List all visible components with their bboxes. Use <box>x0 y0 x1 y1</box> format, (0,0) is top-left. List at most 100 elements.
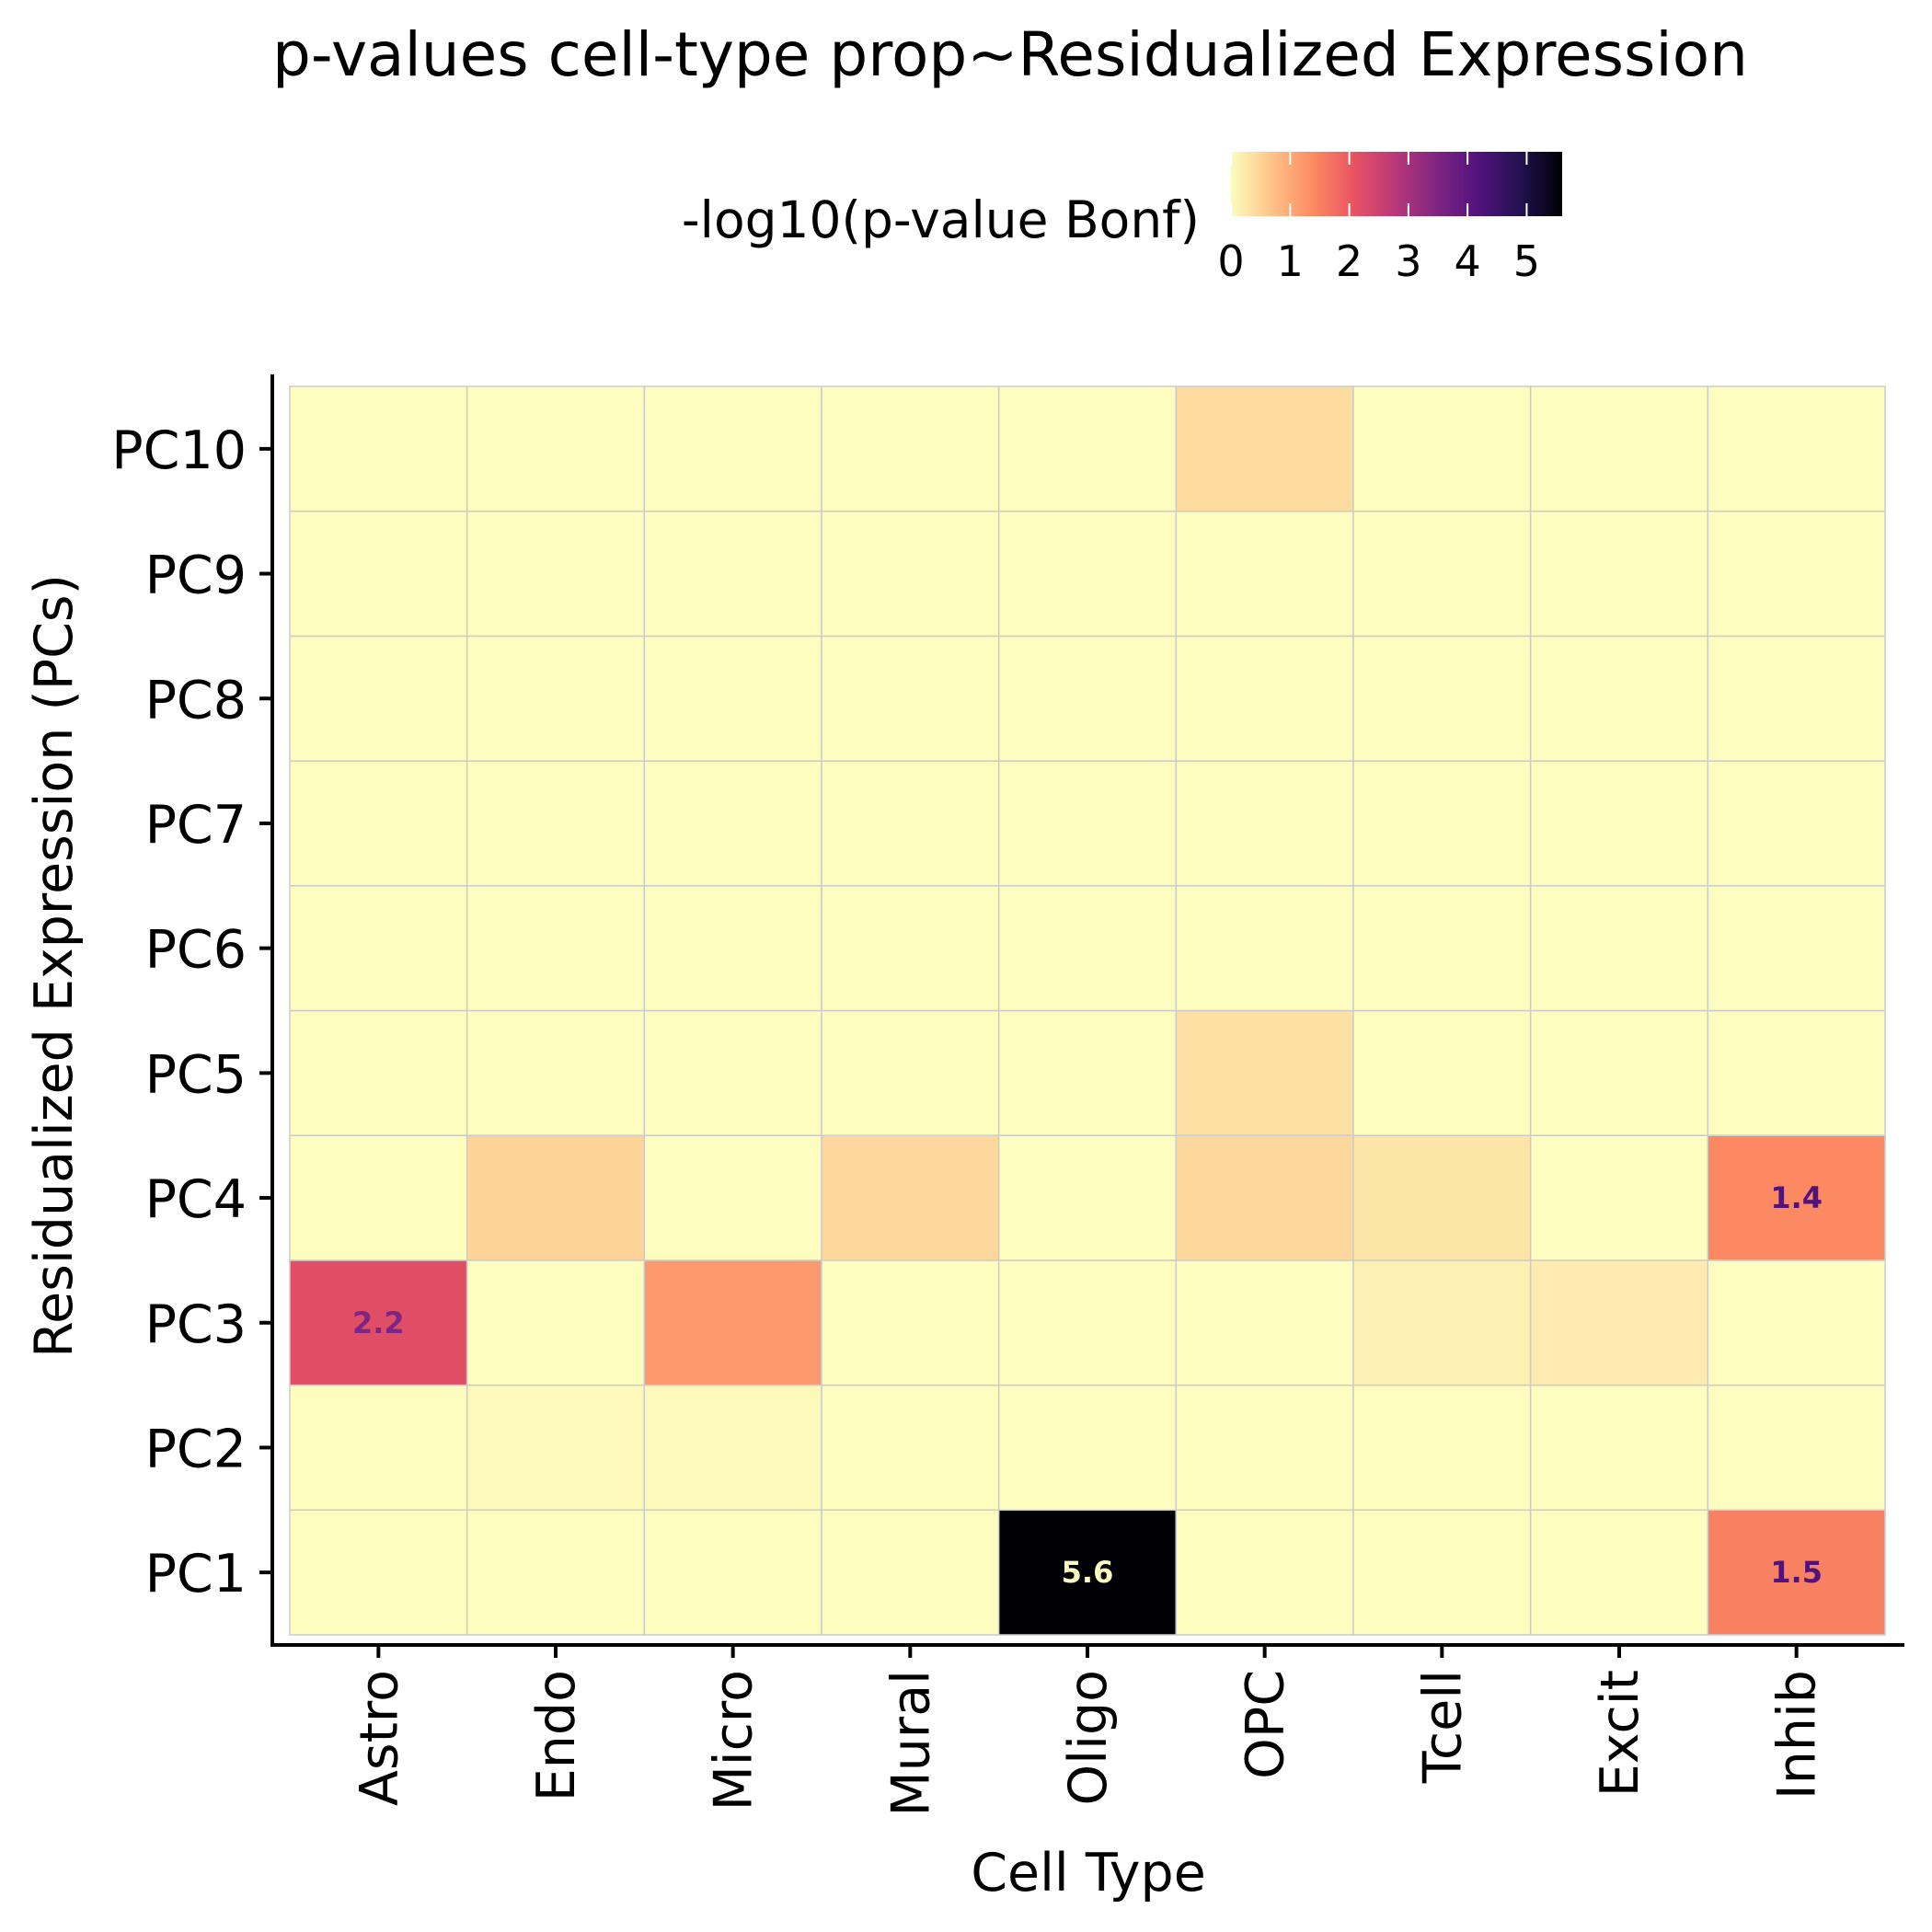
heatmap-cell-oligo-pc9 <box>997 510 1178 638</box>
colorbar-gradient <box>1231 152 1562 216</box>
heatmap-cell-tcell-pc8 <box>1352 635 1532 762</box>
heatmap-cell-astro-pc1 <box>289 1509 468 1636</box>
heatmap-cell-oligo-pc1 <box>997 1509 1178 1636</box>
x-axis: Astro Endo Micro Mural Oligo OPC Tcell Excit Inh… <box>349 1645 1828 1817</box>
x-tick-label: Endo <box>526 1670 587 1801</box>
cell-value-label: 1.4 <box>1770 1180 1823 1215</box>
heatmap-cell-inhib-pc10 <box>1707 385 1886 512</box>
heatmap-cell-opc-pc7 <box>1175 760 1354 887</box>
heatmap-cell-inhib-pc7 <box>1707 760 1886 887</box>
heatmap-cell-oligo-pc6 <box>997 885 1178 1012</box>
heatmap-cell-tcell-pc3 <box>1352 1259 1532 1386</box>
heatmap-cell-endo-pc6 <box>466 885 646 1012</box>
y-tick-label: PC4 <box>145 1169 247 1230</box>
heatmap-cell-micro-pc1 <box>643 1509 822 1636</box>
x-tick-label: Astro <box>349 1670 409 1806</box>
heatmap-cell-excit-pc7 <box>1529 760 1709 887</box>
heatmap-cells <box>289 385 1886 1636</box>
heatmap-cell-astro-pc5 <box>289 1009 468 1136</box>
heatmap-cell-micro-pc2 <box>643 1384 822 1512</box>
heatmap-cell-micro-pc9 <box>643 510 822 638</box>
heatmap-cell-tcell-pc4 <box>1352 1134 1532 1261</box>
x-tick-label: Mural <box>880 1670 941 1817</box>
heatmap-cell-mural-pc8 <box>821 635 1000 762</box>
heatmap-cell-tcell-pc10 <box>1352 385 1532 512</box>
x-tick-label: Excit <box>1590 1670 1650 1797</box>
heatmap-cell-excit-pc8 <box>1529 635 1709 762</box>
heatmap-cell-inhib-pc1 <box>1707 1509 1886 1636</box>
colorbar-tick-label: 4 <box>1455 236 1481 286</box>
heatmap-cell-excit-pc10 <box>1529 385 1709 512</box>
x-tick-label: OPC <box>1236 1670 1296 1779</box>
chart-title: p-values cell-type prop~Residualized Exp… <box>272 19 1748 90</box>
heatmap-cell-astro-pc4 <box>289 1134 468 1261</box>
heatmap-cell-labels: 5.6 1.5 2.2 1.4 <box>352 1180 1823 1590</box>
heatmap-cell-tcell-pc9 <box>1352 510 1532 638</box>
heatmap-cell-mural-pc2 <box>821 1384 1000 1512</box>
heatmap-cell-endo-pc10 <box>466 385 646 512</box>
y-tick-label: PC10 <box>111 420 247 481</box>
heatmap-cell-oligo-pc7 <box>997 760 1178 887</box>
heatmap-cell-opc-pc5 <box>1175 1009 1354 1136</box>
heatmap-cell-astro-pc10 <box>289 385 468 512</box>
heatmap-cell-inhib-pc3 <box>1707 1259 1886 1386</box>
heatmap-cell-astro-pc2 <box>289 1384 468 1512</box>
legend-title: -log10(p-value Bonf) <box>682 190 1200 249</box>
heatmap-cell-astro-pc9 <box>289 510 468 638</box>
heatmap-cell-inhib-pc6 <box>1707 885 1886 1012</box>
heatmap-cell-excit-pc2 <box>1529 1384 1709 1512</box>
heatmap-cell-mural-pc3 <box>821 1259 1000 1386</box>
heatmap-cell-endo-pc4 <box>466 1134 646 1261</box>
heatmap-cell-micro-pc3 <box>643 1259 822 1386</box>
heatmap-cell-micro-pc10 <box>643 385 822 512</box>
heatmap-cell-oligo-pc2 <box>997 1384 1178 1512</box>
heatmap-cell-opc-pc6 <box>1175 885 1354 1012</box>
heatmap-cell-endo-pc9 <box>466 510 646 638</box>
x-tick-label: Oligo <box>1058 1670 1119 1806</box>
heatmap-cell-astro-pc6 <box>289 885 468 1012</box>
heatmap-cell-opc-pc4 <box>1175 1134 1354 1261</box>
heatmap-cell-micro-pc8 <box>643 635 822 762</box>
heatmap-cell-oligo-pc8 <box>997 635 1178 762</box>
colorbar-tick-label: 1 <box>1277 236 1304 286</box>
cell-value-label: 2.2 <box>352 1305 405 1340</box>
heatmap-cell-astro-pc8 <box>289 635 468 762</box>
colorbar-tick-label: 5 <box>1513 236 1540 286</box>
heatmap-cell-oligo-pc5 <box>997 1009 1178 1136</box>
heatmap-cell-tcell-pc5 <box>1352 1009 1532 1136</box>
heatmap-cell-mural-pc4 <box>821 1134 1000 1261</box>
x-tick-label: Micro <box>704 1670 765 1811</box>
y-tick-label: PC6 <box>145 920 247 981</box>
heatmap-cell-endo-pc5 <box>466 1009 646 1136</box>
colorbar-tick-label: 0 <box>1217 236 1244 286</box>
heatmap-cell-oligo-pc4 <box>997 1134 1178 1261</box>
x-tick-label: Inhib <box>1767 1670 1828 1800</box>
heatmap-cell-inhib-pc2 <box>1707 1384 1886 1512</box>
y-axis-label: Residualized Expression (PCs) <box>24 574 85 1358</box>
heatmap-cell-mural-pc9 <box>821 510 1000 638</box>
heatmap-cell-mural-pc5 <box>821 1009 1000 1136</box>
colorbar-tick-label: 3 <box>1395 236 1421 286</box>
y-tick-label: PC3 <box>145 1294 247 1355</box>
heatmap-cell-astro-pc7 <box>289 760 468 887</box>
heatmap-cell-endo-pc1 <box>466 1509 646 1636</box>
cell-value-label: 5.6 <box>1062 1555 1114 1590</box>
heatmap-cell-inhib-pc9 <box>1707 510 1886 638</box>
heatmap-cell-opc-pc10 <box>1175 385 1354 512</box>
heatmap-cell-endo-pc7 <box>466 760 646 887</box>
heatmap-cell-tcell-pc7 <box>1352 760 1532 887</box>
y-tick-label: PC7 <box>145 795 247 856</box>
x-axis-label: Cell Type <box>971 1843 1206 1903</box>
heatmap-cell-tcell-pc6 <box>1352 885 1532 1012</box>
heatmap-cell-excit-pc5 <box>1529 1009 1709 1136</box>
heatmap-cell-oligo-pc3 <box>997 1259 1178 1386</box>
heatmap-cell-opc-pc1 <box>1175 1509 1354 1636</box>
heatmap-cell-mural-pc1 <box>821 1509 1000 1636</box>
heatmap-cell-tcell-pc2 <box>1352 1384 1532 1512</box>
y-tick-label: PC1 <box>145 1544 247 1604</box>
x-tick-label: Tcell <box>1412 1670 1473 1784</box>
heatmap-cell-micro-pc6 <box>643 885 822 1012</box>
heatmap-cell-opc-pc3 <box>1175 1259 1354 1386</box>
